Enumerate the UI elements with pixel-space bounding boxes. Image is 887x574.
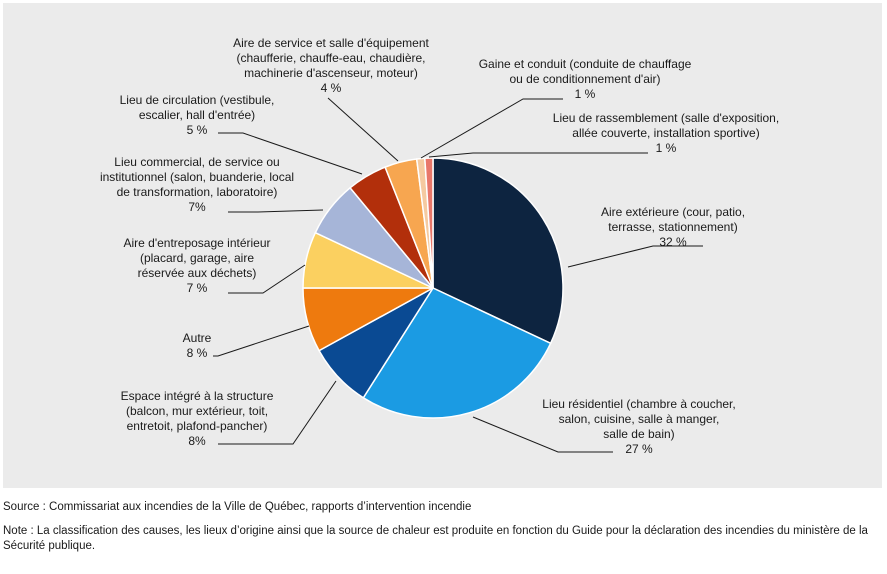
label-line-aire-exterieure: Aire extérieure (cour, patio, <box>601 205 745 219</box>
leader-espace-integre <box>218 380 337 445</box>
label-aire-entreposage: Aire d'entreposage intérieur (placard, ga… <box>123 236 270 295</box>
label-pct-autre: 8 % <box>187 346 208 360</box>
label-line-lieu-rassemblement: allée couverte, installation sportive) <box>572 126 759 140</box>
leader-lieu-circulation <box>218 132 363 175</box>
label-lieu-commercial: Lieu commercial, de service ou institutio… <box>100 155 294 214</box>
leader-lieu-residentiel <box>472 416 613 453</box>
classification-note: Note : La classification des causes, les… <box>3 525 868 552</box>
label-line-aire-entreposage: Aire d'entreposage intérieur <box>123 236 270 250</box>
label-lieu-residentiel: Lieu résidentiel (chambre à coucher, salo… <box>542 397 735 456</box>
slice-aire-exterieure <box>432 157 564 345</box>
leader-aire-service <box>327 97 399 162</box>
label-pct-aire-service: 4 % <box>321 81 342 95</box>
label-gaine-conduit: Gaine et conduit (conduite de chauffage o… <box>479 57 692 101</box>
label-pct-aire-entreposage: 7 % <box>187 281 208 295</box>
label-line-espace-integre: (balcon, mur extérieur, toit, <box>126 404 268 418</box>
label-line-aire-entreposage: réservée aux déchets) <box>138 266 257 280</box>
label-line-lieu-circulation: escalier, hall d'entrée) <box>139 108 255 122</box>
label-espace-integre: Espace intégré à la structure (balcon, mu… <box>121 389 274 448</box>
label-pct-lieu-residentiel: 27 % <box>625 442 653 456</box>
label-lieu-rassemblement: Lieu de rassemblement (salle d'expositio… <box>553 111 779 155</box>
label-line-espace-integre: Espace intégré à la structure <box>121 389 274 403</box>
label-line-aire-entreposage: (placard, garage, aire <box>140 251 254 265</box>
label-line-aire-service: (chaufferie, chauffe-eau, chaudière, <box>236 51 425 65</box>
label-line-lieu-residentiel: salon, cuisine, salle à manger, <box>559 412 720 426</box>
label-line-gaine-conduit: Gaine et conduit (conduite de chauffage <box>479 57 692 71</box>
label-line-autre: Autre <box>183 331 212 345</box>
label-line-gaine-conduit: ou de conditionnement d'air) <box>509 72 660 86</box>
leader-lieu-rassemblement <box>428 152 648 158</box>
label-pct-aire-exterieure: 32 % <box>659 235 687 249</box>
label-pct-lieu-rassemblement: 1 % <box>656 141 677 155</box>
label-autre: Autre 8 % <box>183 331 212 360</box>
leader-aire-exterieure <box>567 245 703 268</box>
label-pct-lieu-circulation: 5 % <box>187 123 208 137</box>
pie-chart: Aire extérieure (cour, patio, terrasse, s… <box>100 36 779 456</box>
label-line-lieu-residentiel: salle de bain) <box>603 427 674 441</box>
label-aire-service: Aire de service et salle d'équipement (ch… <box>233 36 429 95</box>
label-line-aire-service: Aire de service et salle d'équipement <box>233 36 429 50</box>
pie-slices <box>302 157 564 419</box>
label-line-lieu-rassemblement: Lieu de rassemblement (salle d'expositio… <box>553 111 779 125</box>
label-aire-exterieure: Aire extérieure (cour, patio, terrasse, s… <box>601 205 745 249</box>
chart-footer: Source : Commissariat aux incendies de l… <box>3 500 882 554</box>
label-lieu-circulation: Lieu de circulation (vestibule, escalier,… <box>120 93 275 137</box>
label-line-lieu-circulation: Lieu de circulation (vestibule, <box>120 93 275 107</box>
leader-gaine-conduit <box>420 98 563 159</box>
label-line-aire-exterieure: terrasse, stationnement) <box>608 220 737 234</box>
label-line-aire-service: machinerie d'ascenseur, moteur) <box>244 66 418 80</box>
label-line-lieu-commercial: institutionnel (salon, buanderie, local <box>100 170 294 184</box>
label-line-espace-integre: entretoit, plafond-pancher) <box>127 419 268 433</box>
label-line-lieu-commercial: de transformation, laboratoire) <box>117 185 278 199</box>
leader-autre <box>213 325 310 357</box>
label-line-lieu-residentiel: Lieu résidentiel (chambre à coucher, <box>542 397 735 411</box>
slice-lieu-residentiel <box>362 287 552 419</box>
chart-panel: Aire extérieure (cour, patio, terrasse, s… <box>3 3 882 488</box>
label-pct-espace-integre: 8% <box>188 434 206 448</box>
label-line-lieu-commercial: Lieu commercial, de service ou <box>114 155 279 169</box>
slice-labels: Aire extérieure (cour, patio, terrasse, s… <box>100 36 779 456</box>
slice-lieu-rassemblement <box>424 157 434 289</box>
leader-aire-entreposage <box>228 264 306 294</box>
leader-lines <box>213 97 703 453</box>
label-pct-lieu-commercial: 7% <box>188 200 206 214</box>
label-pct-gaine-conduit: 1 % <box>575 87 596 101</box>
leader-lieu-commercial <box>228 209 324 213</box>
source-note: Source : Commissariat aux incendies de l… <box>3 501 472 513</box>
